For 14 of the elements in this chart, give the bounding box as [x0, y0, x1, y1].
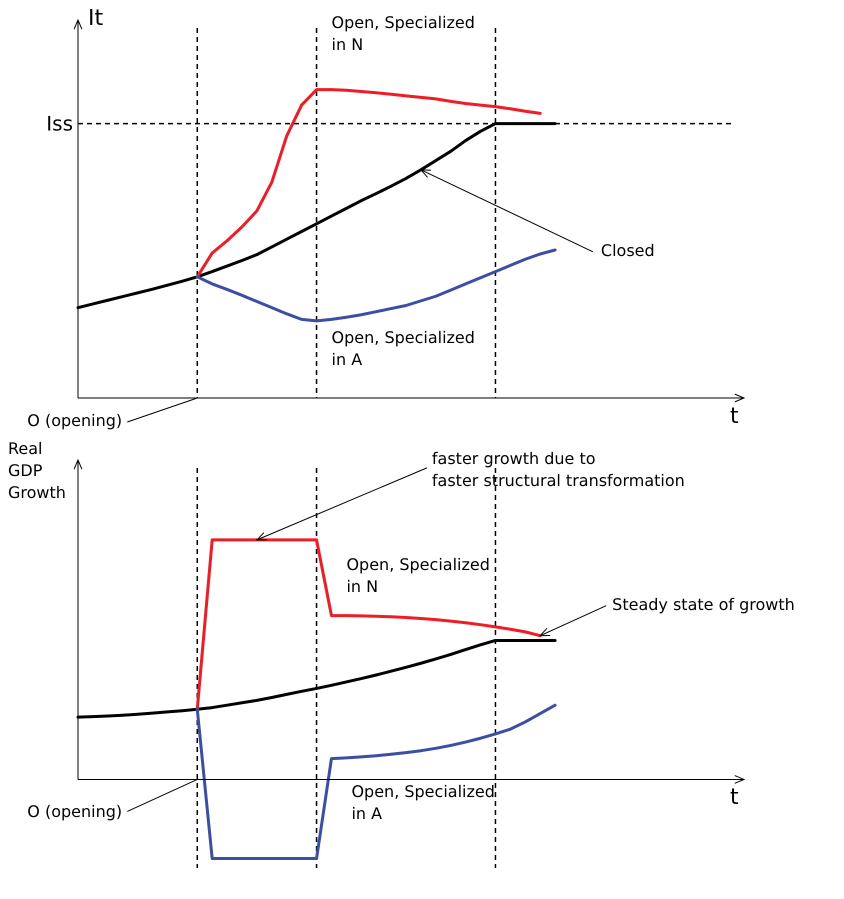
annotation: Steady state of growth	[612, 594, 795, 616]
series-label: Open, Specialized in A	[332, 326, 476, 371]
x-axis-title: t	[730, 404, 739, 429]
ref-line-label: Iss	[46, 112, 73, 136]
text: O (opening)	[27, 410, 122, 432]
text: Closed	[600, 240, 656, 262]
text: faster growth due to faster structural transformation	[432, 448, 685, 492]
y-axis-title: Real GDP Growth	[8, 438, 66, 504]
annotation: O (opening)	[27, 801, 122, 824]
series-label: Open, Specialized in A	[351, 780, 496, 825]
series-label: Open, Specialized in N	[346, 554, 491, 598]
y-axis-title: It	[88, 6, 104, 31]
text: Open, Specialized in N	[332, 12, 476, 56]
x-axis-title: t	[730, 785, 739, 810]
